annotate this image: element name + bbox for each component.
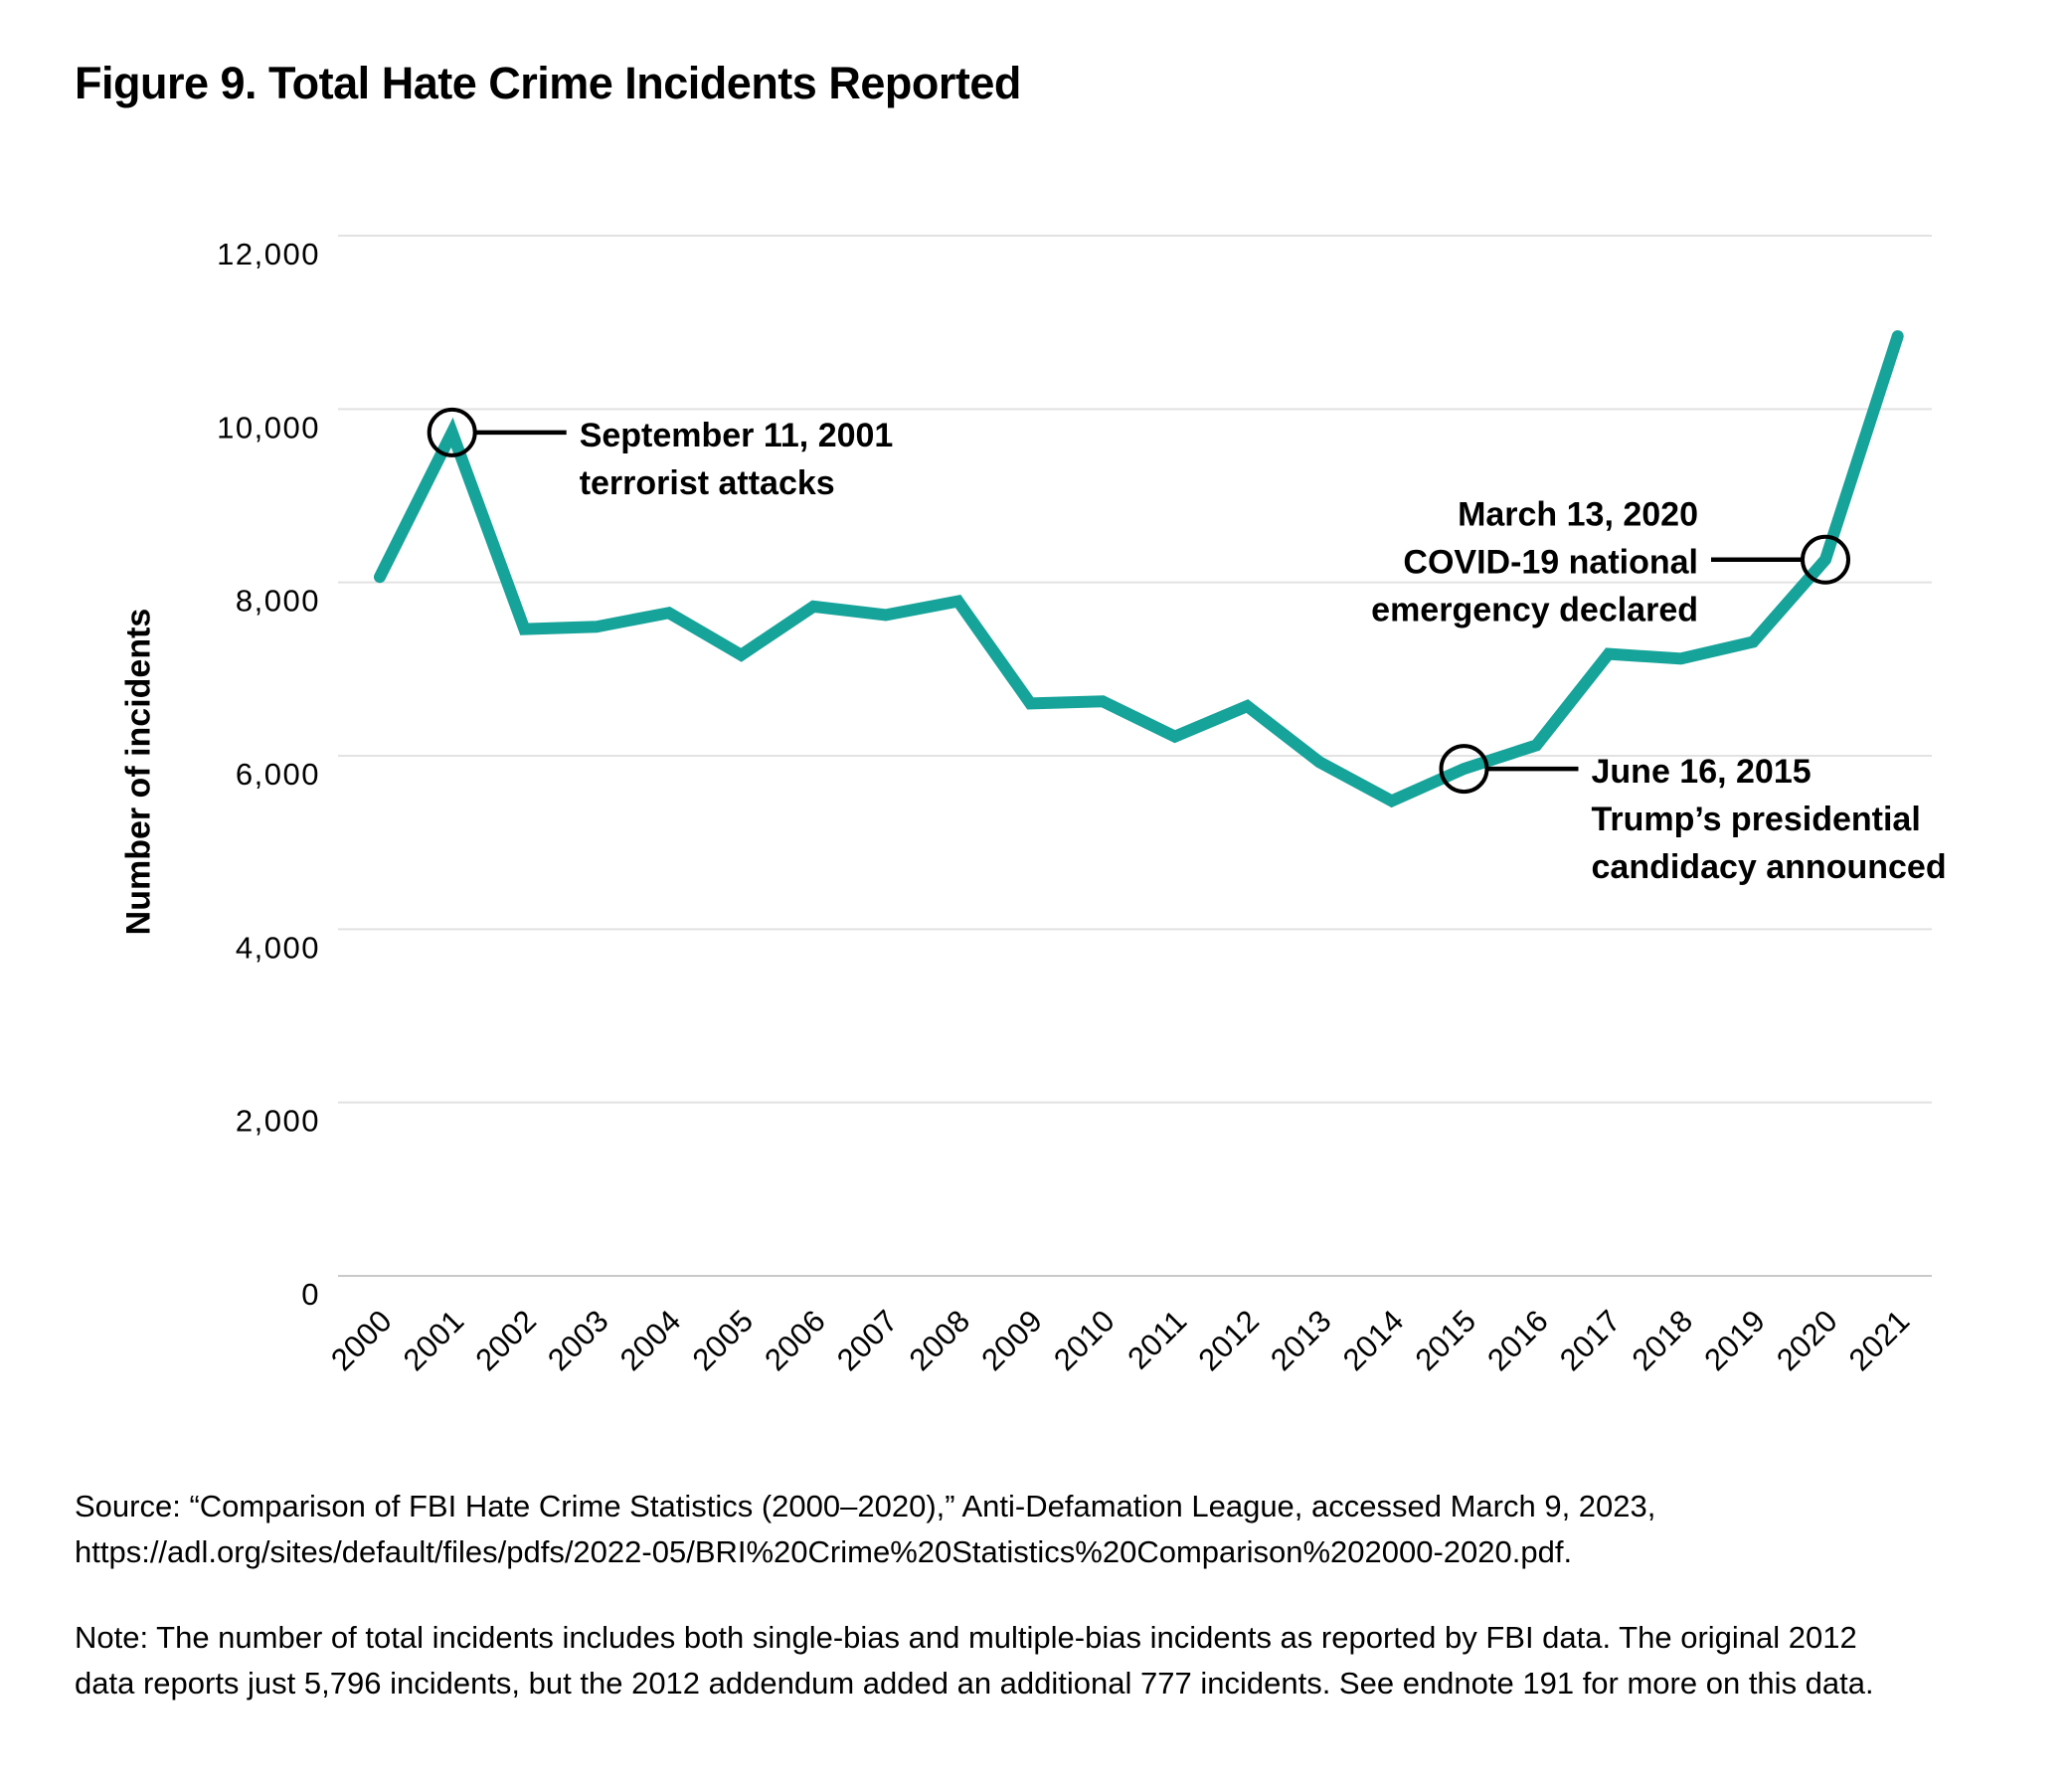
x-tick-label-2014: 2014 bbox=[1336, 1303, 1411, 1377]
y-tick-label-10000: 10,000 bbox=[217, 410, 320, 445]
y-tick-label-12000: 12,000 bbox=[217, 237, 320, 271]
annotation-label-2020-line-1: COVID-19 national bbox=[1403, 544, 1698, 582]
x-tick-label-2001: 2001 bbox=[397, 1303, 471, 1377]
x-tick-label-2009: 2009 bbox=[974, 1303, 1049, 1377]
y-axis-title: Number of incidents bbox=[119, 608, 158, 936]
x-tick-label-2012: 2012 bbox=[1191, 1303, 1266, 1377]
x-tick-label-2019: 2019 bbox=[1697, 1303, 1772, 1377]
x-tick-label-2015: 2015 bbox=[1409, 1303, 1483, 1377]
x-tick-label-2007: 2007 bbox=[830, 1303, 905, 1377]
annotation-label-2015-line-1: Trump’s presidential bbox=[1592, 801, 1921, 838]
y-tick-label-6000: 6,000 bbox=[236, 757, 320, 792]
x-tick-label-2010: 2010 bbox=[1047, 1303, 1122, 1377]
x-tick-label-2020: 2020 bbox=[1770, 1303, 1844, 1377]
source-text: Source: “Comparison of FBI Hate Crime St… bbox=[75, 1489, 1656, 1569]
x-tick-label-2008: 2008 bbox=[903, 1303, 977, 1377]
x-tick-label-2005: 2005 bbox=[686, 1303, 761, 1377]
x-tick-label-2006: 2006 bbox=[758, 1303, 832, 1377]
annotation-label-2020-line-2: emergency declared bbox=[1371, 592, 1698, 629]
annotation-label-2015-line-2: candidacy announced bbox=[1592, 848, 1947, 886]
x-tick-label-2016: 2016 bbox=[1480, 1303, 1555, 1377]
y-tick-label-0: 0 bbox=[301, 1277, 320, 1312]
annotation-label-2020-line-0: March 13, 2020 bbox=[1458, 496, 1698, 534]
x-tick-label-2011: 2011 bbox=[1121, 1303, 1193, 1375]
x-tick-label-2013: 2013 bbox=[1264, 1303, 1338, 1377]
y-tick-label-8000: 8,000 bbox=[236, 584, 320, 619]
x-tick-label-2003: 2003 bbox=[541, 1303, 615, 1377]
x-tick-label-2018: 2018 bbox=[1626, 1303, 1700, 1377]
x-tick-label-2004: 2004 bbox=[613, 1303, 688, 1377]
y-tick-label-2000: 2,000 bbox=[236, 1104, 320, 1139]
annotation-label-2015-line-0: June 16, 2015 bbox=[1592, 753, 1812, 791]
data-line-total-incidents bbox=[374, 330, 1904, 808]
y-tick-label-4000: 4,000 bbox=[236, 930, 320, 965]
x-tick-label-2002: 2002 bbox=[468, 1303, 543, 1377]
note-text: Note: The number of total incidents incl… bbox=[75, 1620, 1874, 1700]
x-tick-label-2021: 2021 bbox=[1842, 1303, 1917, 1377]
annotation-label-2001-line-0: September 11, 2001 bbox=[580, 417, 894, 454]
x-tick-label-2017: 2017 bbox=[1553, 1303, 1628, 1377]
figure-title: Figure 9. Total Hate Crime Incidents Rep… bbox=[75, 58, 1021, 108]
line-chart: 02,0004,0006,0008,00010,00012,0002000200… bbox=[217, 235, 1947, 1377]
x-tick-label-2000: 2000 bbox=[324, 1303, 399, 1377]
annotation-label-2001-line-1: terrorist attacks bbox=[580, 464, 835, 502]
